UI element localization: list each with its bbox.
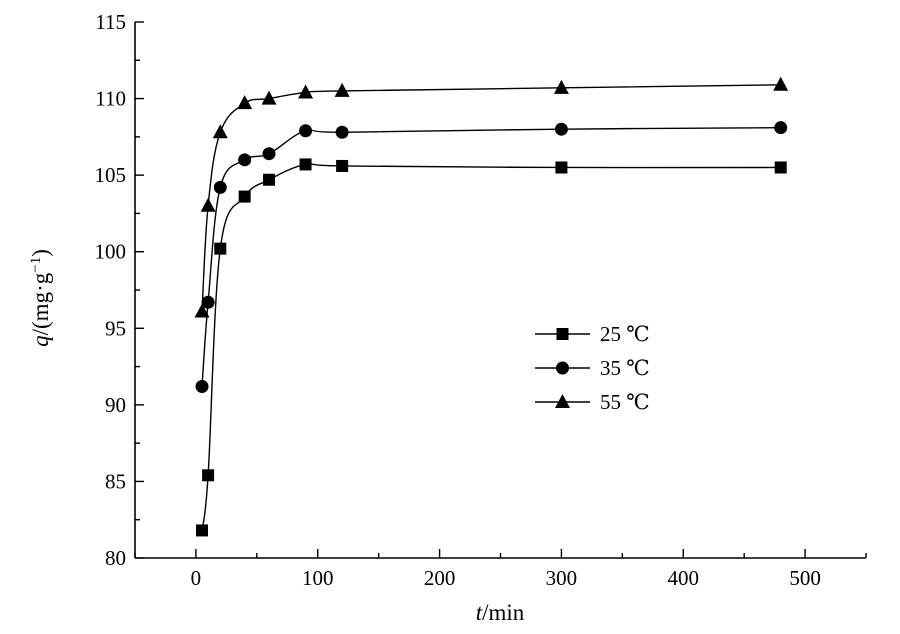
square-marker [196, 524, 209, 537]
x-tick-label: 0 [191, 566, 202, 590]
series-triangle [194, 76, 789, 318]
square-marker [555, 161, 568, 174]
series-circle [195, 121, 788, 393]
triangle-marker [553, 79, 569, 94]
square-marker [299, 158, 312, 171]
legend-item: 35 ℃ [535, 356, 650, 380]
triangle-marker [555, 394, 570, 408]
square-marker [556, 328, 569, 340]
legend-label: 35 ℃ [600, 356, 650, 380]
x-tick-label: 100 [302, 566, 334, 590]
circle-marker [556, 361, 569, 375]
square-marker [774, 161, 787, 174]
square-marker [238, 190, 251, 203]
y-tick-label: 95 [105, 316, 126, 340]
legend-label: 25 ℃ [600, 322, 650, 346]
legend-label: 55 ℃ [600, 390, 650, 414]
circle-marker [238, 153, 252, 167]
triangle-marker [237, 95, 253, 110]
circle-marker [335, 125, 349, 139]
legend-item: 55 ℃ [535, 390, 650, 414]
y-tick-label: 90 [105, 393, 126, 417]
series-layer [194, 76, 789, 537]
y-tick-label: 80 [105, 546, 126, 570]
legend-item: 25 ℃ [535, 322, 650, 346]
square-marker [214, 242, 227, 255]
triangle-marker [194, 303, 210, 318]
circle-marker [299, 124, 313, 138]
y-axis-title-var: q [28, 335, 53, 347]
y-tick-label: 110 [95, 87, 126, 111]
circle-marker [262, 147, 276, 161]
x-axis-title-var: t [476, 600, 483, 625]
y-axis-title-close: ) [28, 249, 53, 257]
y-tick-label: 100 [95, 240, 127, 264]
y-tick-label: 85 [105, 469, 126, 493]
y-tick-label: 105 [95, 163, 127, 187]
x-axis-title-unit: /min [482, 600, 525, 625]
y-axis-title-sup: −1 [28, 257, 44, 273]
axes: 0 100 200 300 400 500 80 85 90 95 100 105 110 115 [95, 10, 867, 590]
square-marker [263, 173, 276, 186]
y-axis-title: q/(mg·g−1) [28, 249, 53, 347]
circle-marker [774, 121, 788, 135]
triangle-marker [773, 76, 789, 91]
circle-marker [213, 180, 227, 194]
circle-marker [195, 379, 209, 393]
legend: 25 ℃ 35 ℃ 55 ℃ [535, 322, 650, 414]
series-line [201, 84, 781, 312]
square-marker [336, 159, 349, 172]
x-tick-label: 200 [424, 566, 456, 590]
triangle-marker [261, 90, 277, 105]
circle-marker [554, 122, 568, 136]
x-tick-label: 300 [546, 566, 578, 590]
triangle-marker [298, 84, 314, 99]
y-axis-title-unit: /(mg·g [28, 272, 53, 335]
x-tick-label: 400 [668, 566, 700, 590]
square-marker [202, 469, 215, 482]
y-tick-label: 115 [95, 10, 126, 34]
x-tick-label: 500 [789, 566, 821, 590]
series-line [201, 162, 781, 531]
triangle-marker [200, 197, 216, 212]
triangle-marker [334, 82, 350, 97]
x-axis-title: t/min [476, 600, 525, 625]
circle-marker [201, 295, 215, 309]
series-square [196, 158, 787, 537]
triangle-marker [212, 124, 228, 139]
